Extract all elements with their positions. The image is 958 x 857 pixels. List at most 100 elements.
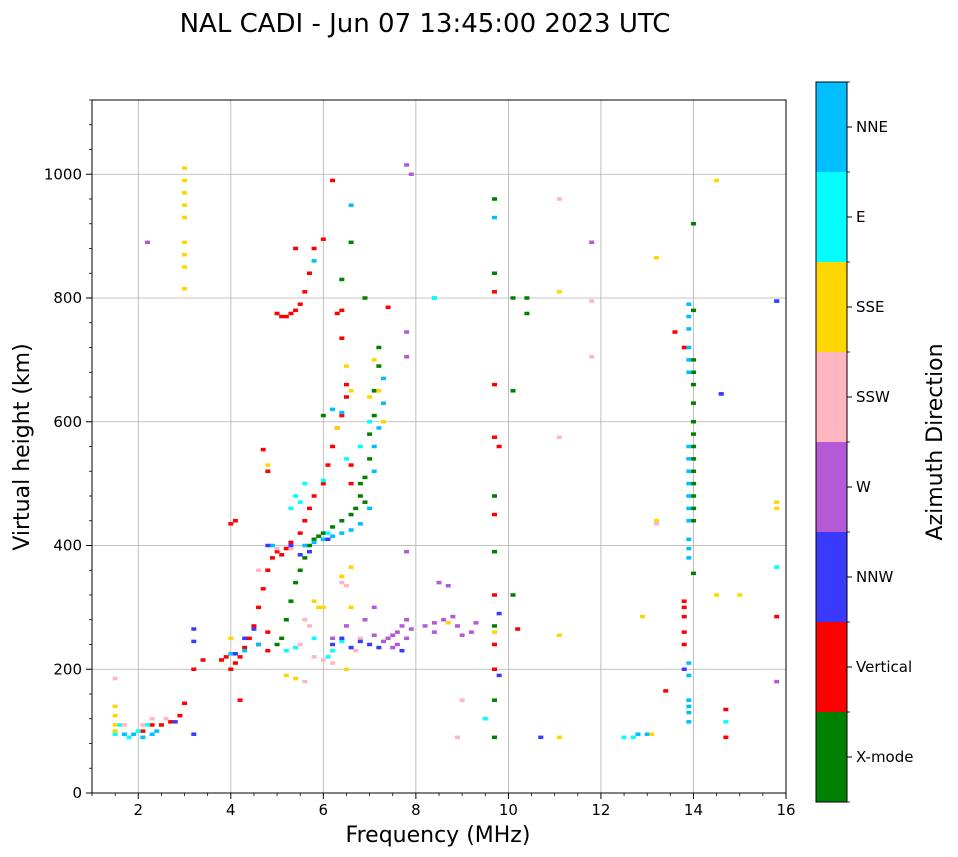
data-point: [362, 500, 368, 504]
data-point: [339, 277, 345, 282]
data-point: [293, 494, 299, 498]
data-point: [182, 252, 188, 257]
data-point: [330, 648, 336, 653]
data-point: [353, 506, 359, 511]
data-point: [681, 345, 687, 350]
y-tick-label: 800: [53, 289, 82, 307]
data-point: [330, 661, 336, 665]
data-point: [621, 735, 627, 740]
data-point: [330, 444, 336, 449]
data-point: [690, 457, 696, 461]
data-point: [445, 621, 451, 625]
data-point: [219, 658, 225, 662]
data-point: [404, 355, 410, 359]
series-sse: [112, 166, 780, 740]
data-point: [367, 432, 373, 436]
data-point: [283, 314, 289, 319]
data-point: [635, 732, 641, 736]
data-point: [191, 627, 197, 631]
data-point: [686, 494, 692, 498]
data-point: [311, 599, 317, 603]
data-point: [330, 636, 336, 641]
data-point: [690, 420, 696, 424]
chart-title: NAL CADI - Jun 07 13:45:00 2023 UTC: [180, 9, 671, 39]
data-point: [538, 735, 544, 740]
data-point: [371, 413, 377, 418]
data-point: [256, 605, 262, 610]
data-point: [265, 630, 271, 634]
data-point: [492, 290, 498, 294]
data-point: [371, 444, 377, 449]
data-point: [376, 345, 382, 350]
data-point: [686, 481, 692, 486]
data-point: [325, 531, 331, 535]
data-point: [265, 568, 271, 572]
data-point: [371, 605, 377, 610]
data-point: [686, 537, 692, 542]
data-point: [515, 627, 521, 631]
data-point: [330, 525, 336, 529]
data-point: [279, 314, 285, 319]
data-point: [330, 534, 336, 538]
data-point: [112, 704, 118, 709]
data-point: [343, 667, 349, 671]
data-point: [353, 648, 359, 653]
data-point: [232, 652, 238, 656]
data-point: [339, 636, 345, 641]
data-point: [302, 556, 308, 560]
data-point: [468, 630, 474, 634]
data-point: [455, 624, 461, 628]
data-point: [182, 701, 188, 706]
data-point: [311, 246, 317, 251]
data-point: [362, 475, 368, 480]
data-point: [302, 290, 308, 294]
data-point: [348, 203, 354, 207]
data-point: [135, 729, 141, 733]
data-point: [686, 720, 692, 724]
plot-area: 2 4 6 8 10 12 14 16 0 200 400 600 800 1000: [44, 99, 796, 819]
series-nnw: [172, 299, 780, 740]
data-point: [686, 469, 692, 473]
data-point: [556, 633, 562, 637]
data-point: [686, 358, 692, 362]
data-point: [686, 710, 692, 715]
data-point: [182, 215, 188, 220]
colorbar-segment: [816, 442, 847, 533]
data-point: [339, 639, 345, 644]
data-point: [690, 370, 696, 374]
colorbar-label: SSW: [856, 388, 890, 406]
data-point: [237, 655, 243, 659]
data-point: [482, 717, 488, 721]
data-point: [686, 556, 692, 560]
data-point: [690, 382, 696, 387]
data-point: [297, 568, 303, 572]
data-point: [556, 290, 562, 294]
data-point: [640, 614, 646, 619]
data-point: [376, 645, 382, 650]
data-point: [774, 679, 780, 684]
data-point: [311, 636, 317, 641]
data-point: [140, 729, 146, 733]
data-point: [681, 630, 687, 634]
data-point: [589, 240, 595, 245]
data-point: [126, 735, 132, 740]
data-point: [371, 358, 377, 362]
data-point: [112, 729, 118, 733]
data-point: [343, 364, 349, 368]
data-point: [380, 420, 386, 424]
data-point: [723, 720, 729, 724]
data-point: [140, 735, 146, 740]
y-axis-label: Virtual height (km): [10, 343, 35, 550]
data-point: [367, 506, 373, 511]
x-tick-label: 4: [226, 801, 236, 819]
data-point: [714, 593, 720, 597]
data-point: [380, 376, 386, 381]
data-point: [774, 500, 780, 504]
data-point: [357, 444, 363, 449]
data-point: [302, 543, 308, 548]
data-point: [265, 463, 271, 467]
data-point: [376, 426, 382, 430]
data-point: [686, 345, 692, 350]
data-point: [445, 583, 451, 588]
